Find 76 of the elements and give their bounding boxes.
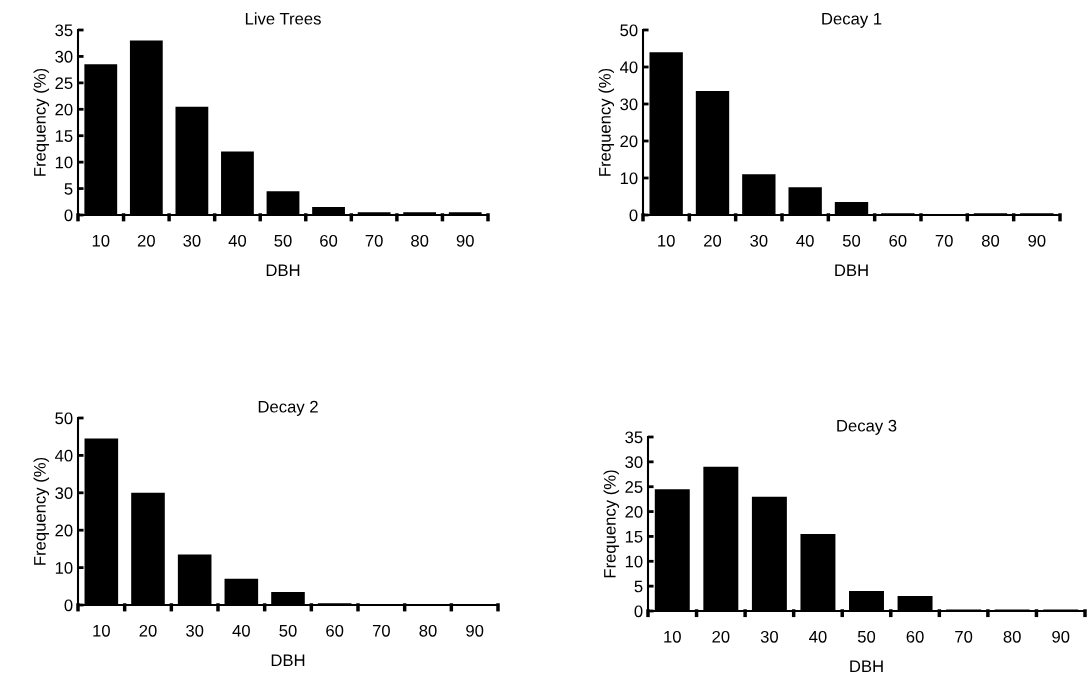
x-tick-label: 60 [326, 624, 344, 637]
x-tick-label: 90 [1028, 234, 1046, 247]
chart-title: Decay 1 [822, 12, 882, 28]
x-tick-label: 90 [1052, 630, 1070, 643]
y-tick-label: 0 [634, 605, 643, 618]
x-tick-label: 80 [419, 624, 437, 637]
y-tick-label: 20 [55, 524, 73, 537]
x-tick-label: 50 [279, 624, 297, 637]
y-axis-title: Frequency (%) [33, 457, 50, 565]
y-tick-label: 50 [55, 412, 73, 425]
x-tick-label: 30 [750, 234, 768, 247]
x-tick-label: 50 [857, 630, 876, 643]
y-tick-label: 10 [55, 562, 73, 574]
x-tick-label: 40 [796, 234, 814, 247]
x-tick-label: 50 [842, 234, 861, 247]
x-tick-label: 80 [411, 234, 429, 247]
x-tick-label: 70 [365, 234, 383, 247]
y-tick-label: 30 [625, 456, 643, 469]
x-tick-label: 70 [935, 234, 953, 247]
y-tick-label: 50 [620, 24, 638, 37]
x-tick-label: 70 [955, 630, 973, 643]
y-tick-label: 25 [625, 481, 643, 493]
y-tick-label: 20 [620, 135, 638, 148]
chart-title: Live Trees [245, 12, 321, 25]
y-tick-label: 40 [54, 449, 73, 462]
x-axis-title: DBH [835, 264, 868, 276]
y-tick-label: 0 [64, 209, 73, 222]
x-tick-label: 40 [228, 234, 247, 247]
x-tick-label: 90 [466, 624, 484, 637]
x-tick-label: 30 [760, 630, 779, 643]
x-tick-label: 10 [92, 234, 110, 247]
x-tick-label: 40 [809, 630, 827, 643]
y-tick-label: 5 [64, 183, 73, 195]
y-tick-label: 10 [625, 555, 643, 568]
x-axis-title: DBH [271, 654, 305, 666]
y-tick-label: 30 [55, 50, 73, 63]
chart-title: Decay 3 [837, 419, 897, 435]
x-tick-label: 60 [906, 630, 924, 643]
chart-title: Decay 2 [258, 400, 318, 416]
x-tick-label: 50 [274, 234, 292, 247]
x-axis-title: DBH [850, 660, 883, 672]
x-tick-label: 30 [186, 624, 204, 637]
x-tick-label: 10 [658, 234, 675, 247]
y-axis-title: Frequency (%) [33, 68, 50, 176]
y-tick-label: 30 [620, 98, 638, 111]
x-tick-label: 60 [320, 234, 338, 247]
x-tick-label: 10 [93, 624, 110, 637]
x-axis-title: DBH [266, 264, 300, 276]
x-tick-label: 60 [889, 234, 907, 247]
x-tick-label: 10 [664, 630, 681, 643]
y-tick-label: 0 [64, 599, 73, 612]
y-tick-label: 25 [55, 77, 73, 90]
x-tick-label: 90 [456, 234, 474, 247]
y-tick-label: 40 [619, 61, 638, 74]
x-tick-label: 70 [372, 624, 390, 637]
x-tick-label: 80 [981, 234, 1000, 247]
y-tick-label: 35 [55, 24, 73, 37]
y-axis-title: Frequency (%) [603, 470, 620, 578]
x-tick-label: 20 [712, 630, 730, 643]
y-tick-label: 15 [625, 531, 643, 543]
x-tick-label: 20 [137, 234, 155, 247]
x-tick-label: 20 [704, 234, 722, 247]
y-tick-label: 30 [55, 487, 73, 499]
x-tick-label: 40 [232, 624, 250, 637]
x-tick-label: 20 [139, 624, 157, 637]
y-tick-label: 20 [625, 505, 643, 518]
y-tick-label: 20 [55, 103, 73, 116]
x-tick-label: 80 [1003, 630, 1021, 643]
y-tick-label: 10 [620, 172, 638, 185]
y-tick-label: 5 [634, 580, 643, 593]
y-tick-label: 35 [625, 431, 643, 444]
y-tick-label: 15 [55, 130, 73, 142]
y-tick-label: 10 [55, 156, 73, 169]
x-tick-label: 30 [183, 234, 201, 247]
y-axis-title: Frequency (%) [598, 68, 615, 176]
y-tick-label: 0 [629, 209, 638, 222]
